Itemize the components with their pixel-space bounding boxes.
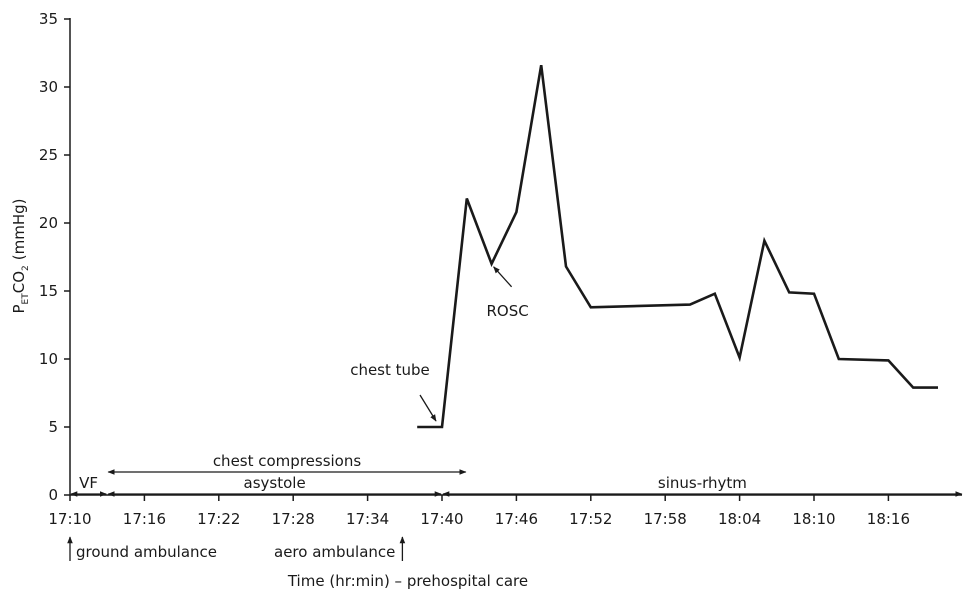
- phase-label: asystole: [244, 474, 306, 492]
- y-axis-title: PETCO2 (mmHg): [10, 199, 31, 314]
- x-tick-label: 17:22: [197, 510, 240, 528]
- annotation-arrow: [419, 394, 437, 422]
- y-tick-label: 20: [39, 214, 58, 232]
- x-tick-label: 17:58: [644, 510, 687, 528]
- x-tick-label: 17:10: [48, 510, 91, 528]
- series: [417, 64, 938, 429]
- series-line: [417, 64, 938, 429]
- phase-label: VF: [79, 474, 98, 492]
- y-axis-title-sub2: 2: [21, 265, 31, 271]
- y-tick-label: 30: [39, 78, 58, 96]
- y-axis-title-base: P: [10, 304, 28, 313]
- x-tick-label: 17:46: [495, 510, 538, 528]
- y-tick-label: 10: [39, 350, 58, 368]
- x-tick-label: 17:28: [272, 510, 315, 528]
- x-tick-label: 17:34: [346, 510, 389, 528]
- y-axis-title-mid: CO: [10, 271, 28, 293]
- annotation-label: ROSC: [486, 302, 528, 320]
- y-tick-label: 15: [39, 282, 58, 300]
- event-label: ground ambulance: [76, 543, 217, 561]
- phase-label: sinus-rhytm: [658, 474, 747, 492]
- x-axis-title: Time (hr:min) – prehospital care: [287, 572, 528, 590]
- x-tick-label: 18:04: [718, 510, 761, 528]
- annotation-arrow: [493, 266, 513, 288]
- x-tick-label: 18:10: [792, 510, 835, 528]
- phase-label: chest compressions: [213, 452, 362, 470]
- y-tick-label: 25: [39, 146, 58, 164]
- annotations: chest tube ROSC: [350, 266, 529, 422]
- y-tick-label: 5: [48, 418, 58, 436]
- axes: [69, 18, 962, 496]
- x-tick-label: 17:52: [569, 510, 612, 528]
- y-axis-title-sub1: ET: [21, 293, 31, 305]
- annotation-label: chest tube: [350, 361, 430, 379]
- x-tick-label: 17:40: [420, 510, 463, 528]
- x-tick-label: 17:16: [123, 510, 166, 528]
- y-tick-label: 0: [48, 486, 58, 504]
- y-ticks: 0 5 10 15 20 25 30 35: [39, 10, 70, 504]
- phase-bars: VF asystole sinus-rhytm chest compressions: [70, 452, 963, 497]
- x-tick-label: 18:16: [867, 510, 910, 528]
- x-ticks: 17:10 17:16 17:22 17:28 17:34 17:40 17:46 17:52…: [48, 495, 910, 528]
- y-axis-title-unit: (mmHg): [10, 199, 28, 261]
- events: ground ambulance aero ambulance: [67, 536, 406, 561]
- y-tick-label: 35: [39, 10, 58, 28]
- event-label: aero ambulance: [274, 543, 395, 561]
